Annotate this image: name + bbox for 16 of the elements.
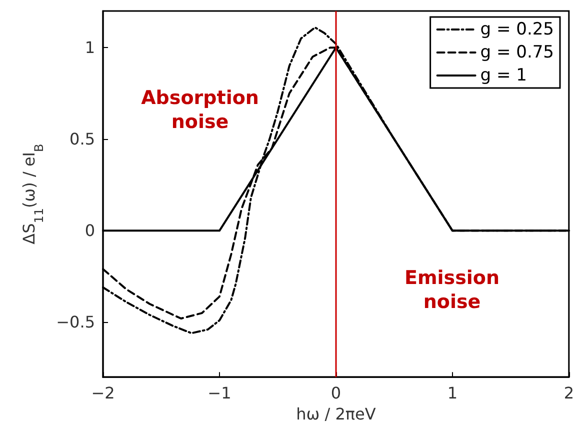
annotation: Absorption noise xyxy=(141,87,259,133)
annotation: Emission noise xyxy=(404,267,500,313)
x-tick-label: 0 xyxy=(330,384,342,403)
y-axis-title: ΔS11(ω) / eIB xyxy=(20,144,46,244)
x-tick-label: −1 xyxy=(208,384,232,403)
x-tick-label: 1 xyxy=(447,384,458,403)
x-tick-label: −2 xyxy=(91,384,115,403)
x-axis-title: hω / 2πeV xyxy=(296,404,376,424)
y-tick-label: 1 xyxy=(84,38,95,58)
legend-label: g = 0.25 xyxy=(480,20,554,40)
y-tick-label: −0.5 xyxy=(56,312,95,332)
y-tick-label: 0.5 xyxy=(70,130,95,149)
y-tick-label: 0 xyxy=(84,221,95,240)
legend-label: g = 1 xyxy=(480,66,527,86)
x-tick-label: 2 xyxy=(564,384,574,403)
legend-label: g = 0.75 xyxy=(480,42,554,62)
